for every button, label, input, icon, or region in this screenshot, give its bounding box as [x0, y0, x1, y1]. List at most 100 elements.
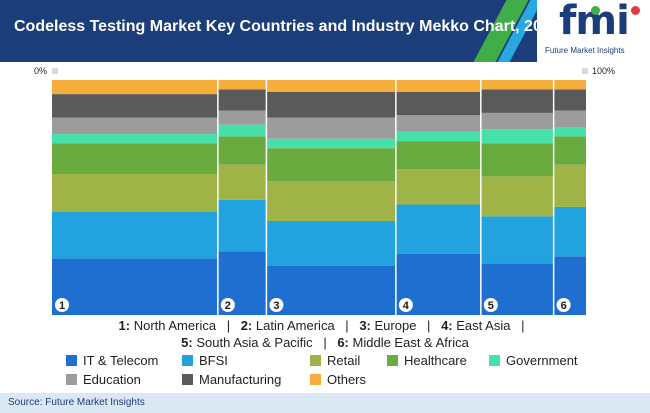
column-label: 6 — [561, 300, 567, 312]
column-badge — [55, 298, 69, 312]
mekko-segment-3-government — [266, 138, 396, 149]
x-axis-max-marker — [582, 68, 588, 74]
legend-item-others: Others — [310, 372, 366, 387]
mekko-segment-2-others — [217, 80, 267, 90]
column-badge — [398, 298, 413, 312]
x-axis-min-marker — [52, 68, 58, 74]
mekko-segment-6-government — [553, 127, 586, 137]
country-name-2: Latin America — [255, 318, 335, 333]
mekko-segment-5-bfsi — [480, 216, 554, 264]
mekko-segment-3-manufacturing — [266, 91, 396, 118]
country-num-4: 4: — [441, 318, 453, 333]
mekko-segment-1-healthcare — [52, 143, 218, 174]
x-axis-min-label: 0% — [34, 66, 48, 76]
column-badge — [483, 298, 498, 312]
country-legend: 1: North America | 2: Latin America | 3:… — [0, 317, 650, 351]
mekko-segment-3-it-telecom — [266, 265, 396, 315]
legend-separator: | — [345, 318, 349, 333]
mekko-segment-4-healthcare — [395, 141, 481, 170]
legend-swatch — [310, 374, 321, 385]
mekko-segment-6-healthcare — [553, 136, 586, 165]
mekko-segment-4-bfsi — [395, 204, 481, 254]
legend-swatch — [387, 355, 398, 366]
mekko-segment-3-retail — [266, 181, 396, 221]
footer-bar: Source: Future Market Insights — [0, 393, 650, 413]
column-badge — [269, 298, 284, 312]
legend-swatch — [66, 374, 77, 385]
legend-label: Retail — [327, 353, 361, 368]
mekko-segment-5-retail — [480, 176, 554, 217]
mekko-segment-1-government — [52, 134, 218, 144]
logo-tagline: Future Market Insights — [545, 46, 625, 55]
country-num-6: 6: — [337, 335, 349, 350]
legend-label: IT & Telecom — [83, 353, 159, 368]
mekko-segment-1-bfsi — [52, 211, 218, 259]
legend-label: Manufacturing — [199, 372, 282, 387]
column-label: 4 — [403, 300, 410, 312]
legend-swatch — [310, 355, 321, 366]
legend-label: Education — [83, 372, 141, 387]
legend-item-bfsi: BFSI — [182, 353, 228, 368]
mekko-segment-3-healthcare — [266, 148, 396, 182]
column-label: 3 — [273, 300, 279, 312]
source-note: Source: Future Market Insights — [8, 397, 145, 408]
country-name-4: East Asia — [456, 318, 511, 333]
legend-separator: | — [323, 335, 327, 350]
mekko-segment-1-retail — [52, 174, 218, 212]
mekko-segment-2-education — [217, 110, 267, 125]
mekko-segment-1-manufacturing — [52, 94, 218, 118]
country-legend-line-1: 1: North America | 2: Latin America | 3:… — [0, 317, 650, 334]
country-num-3: 3: — [359, 318, 371, 333]
column-badge — [556, 298, 571, 312]
legend-swatch — [489, 355, 500, 366]
mekko-segment-3-bfsi — [266, 221, 396, 266]
column-badge — [220, 298, 235, 312]
mekko-segment-1-others — [52, 80, 218, 95]
legend-swatch — [182, 374, 193, 385]
legend-swatch — [66, 355, 77, 366]
mekko-segment-2-government — [217, 124, 267, 137]
mekko-segment-4-manufacturing — [395, 91, 481, 116]
column-label: 1 — [59, 300, 65, 312]
x-axis-max-label: 100% — [592, 66, 616, 76]
country-name-1: North America — [133, 318, 217, 333]
mekko-segment-5-healthcare — [480, 143, 554, 177]
mekko-segment-4-others — [395, 80, 481, 92]
mekko-segment-6-education — [553, 110, 586, 127]
mekko-segment-6-manufacturing — [553, 89, 586, 111]
mekko-segment-1-education — [52, 117, 218, 135]
country-name-6: Middle East & Africa — [352, 335, 469, 350]
column-label: 2 — [225, 300, 231, 312]
fmi-logo: fmi Future Market Insights — [537, 0, 650, 62]
mekko-segment-5-government — [480, 129, 554, 144]
mekko-segment-5-education — [480, 112, 554, 130]
mekko-segment-3-others — [266, 80, 396, 92]
legend-item-healthcare: Healthcare — [387, 353, 467, 368]
mekko-segment-6-bfsi — [553, 206, 586, 257]
mekko-segment-2-healthcare — [217, 136, 267, 165]
mekko-segment-4-government — [395, 131, 481, 142]
column-label: 5 — [488, 300, 494, 312]
legend-swatch — [182, 355, 193, 366]
mekko-segment-6-others — [553, 80, 586, 90]
mekko-segment-1-it-telecom — [52, 258, 218, 315]
country-num-5: 5: — [181, 335, 193, 350]
mekko-segment-4-education — [395, 115, 481, 132]
mekko-segment-2-bfsi — [217, 199, 267, 252]
country-name-3: Europe — [374, 318, 417, 333]
mekko-segment-2-manufacturing — [217, 89, 267, 111]
legend-label: BFSI — [199, 353, 228, 368]
legend-label: Healthcare — [404, 353, 467, 368]
chart-title: Codeless Testing Market Key Countries an… — [14, 18, 560, 35]
legend-item-education: Education — [66, 372, 141, 387]
legend-item-manufacturing: Manufacturing — [182, 372, 281, 387]
header-banner: Codeless Testing Market Key Countries an… — [0, 0, 650, 62]
mekko-segment-3-education — [266, 117, 396, 139]
legend-separator: | — [427, 318, 431, 333]
country-num-2: 2: — [240, 318, 253, 333]
legend-separator: | — [521, 318, 525, 333]
country-legend-line-2: 5: South Asia & Pacific | 6: Middle East… — [0, 334, 650, 351]
mekko-segment-2-retail — [217, 164, 267, 200]
mekko-segment-5-others — [480, 80, 554, 90]
